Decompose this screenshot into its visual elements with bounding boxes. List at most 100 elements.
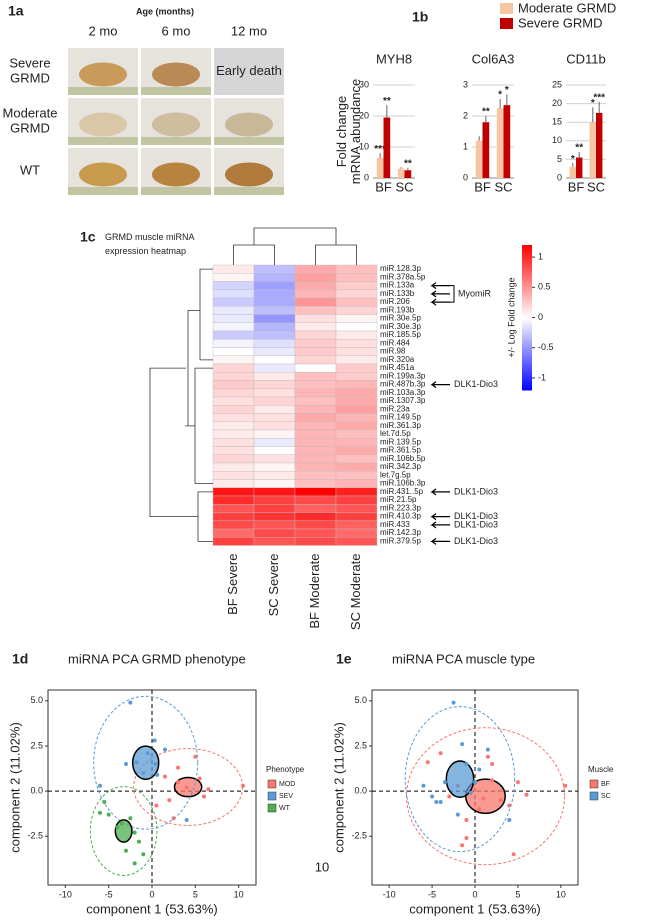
colorbar-step [522,247,532,251]
heatmap-cell [294,330,337,340]
point [184,785,189,790]
early-death: Early death [216,63,282,78]
significance: * [571,154,575,165]
y-axis-label: component 2 (11.02%) [7,722,22,853]
y-tick-label: 5 [557,154,562,164]
mean-ellipse [445,760,475,799]
colorbar-step [522,264,532,268]
point [128,700,133,705]
heatmap-cell [253,388,296,398]
point [524,792,529,797]
colorbar-step [522,346,532,350]
row-label: miR.361.3p [380,421,421,430]
colorbar-step [522,281,532,285]
y-tick-label: 2.5 [354,740,367,750]
colorbar-step [522,368,532,372]
heatmap-cell [212,372,255,381]
legend-swatch [500,3,513,14]
colorbar-step [522,298,532,302]
colorbar-label: +/- Log Fold change [506,277,516,357]
row-label: miR.433 [380,520,410,529]
heatmap-cell [335,520,378,530]
row-label: miR.149.5p [380,413,421,422]
x-tick-label: BF [568,179,585,194]
point [145,751,150,756]
dendrogram [233,227,357,265]
colorbar-step [522,290,532,294]
mean-ellipse [131,745,160,781]
column-label: SC Moderate [348,554,363,631]
row-label: miR.21.5p [380,495,417,504]
point [438,799,443,804]
colorbar-step [522,303,532,306]
point [490,778,495,783]
dog-photo [79,162,127,187]
dog-photo [225,112,273,137]
heatmap-cell [335,380,378,389]
heatmap-cell [294,388,337,398]
dendrogram [149,268,213,542]
colorbar-step [522,341,532,345]
point [460,843,465,848]
x-tick-label: BF [474,179,491,194]
heatmap-cell [294,289,337,299]
heatmap-cell [294,479,337,488]
heatmap-cell [294,314,337,323]
heatmap-cell [212,264,255,274]
bar [596,112,603,178]
bar [383,117,391,178]
row-label: miR.128.3p [380,264,421,273]
point [563,783,568,788]
heatmap-cell [212,487,255,497]
row-label: miR.133b [380,289,415,298]
heatmap-cell [212,405,255,414]
heatmap-cell [253,537,296,546]
significance: * [505,85,509,96]
floor [68,187,138,195]
point [134,760,139,765]
heatmap-cell [253,380,296,389]
heatmap-cell [253,405,296,414]
row-label: miR.487b.3p [380,380,426,389]
heatmap-cell [253,462,296,472]
annotation: DLK1-Dio3 [454,379,498,389]
row-label: miR.342.3p [380,462,421,471]
point [460,742,465,747]
heatmap-cell [294,297,337,307]
colorbar-tick-label: 0.5 [538,282,551,292]
colorbar-step [522,276,532,280]
mean-ellipse [114,819,133,843]
heatmap-cell [294,454,337,464]
x-tick-label: 5 [193,889,198,899]
heatmap-cell [253,289,296,299]
colorbar-step [522,271,532,275]
point [137,839,141,844]
point [477,807,482,812]
heatmap-cell [294,495,337,505]
point [98,783,102,788]
colorbar-step [522,387,532,391]
heatmap-cell [335,396,378,406]
colorbar-step [522,373,532,376]
heatmap-cell [253,372,296,381]
heatmap-cell [253,297,296,307]
legend-label: WT [279,805,291,812]
heatmap-cell [294,405,337,414]
legend-swatch [267,803,277,813]
heatmap-cell [253,363,296,373]
heatmap-cell [335,421,378,431]
arrow [430,521,450,529]
heatmap-cell [294,504,337,513]
heatmap-cell [335,479,378,488]
legend-swatch [589,791,599,801]
heatmap-cell [335,322,378,332]
heatmap-cell [253,528,296,538]
point [124,848,128,853]
legend-swatch [500,18,513,29]
significance: ** [404,158,412,169]
heatmap-cell [335,339,378,348]
heatmap-cell [294,372,337,381]
colorbar-step [522,358,532,362]
colorbar-step [522,339,532,343]
point [176,765,180,770]
